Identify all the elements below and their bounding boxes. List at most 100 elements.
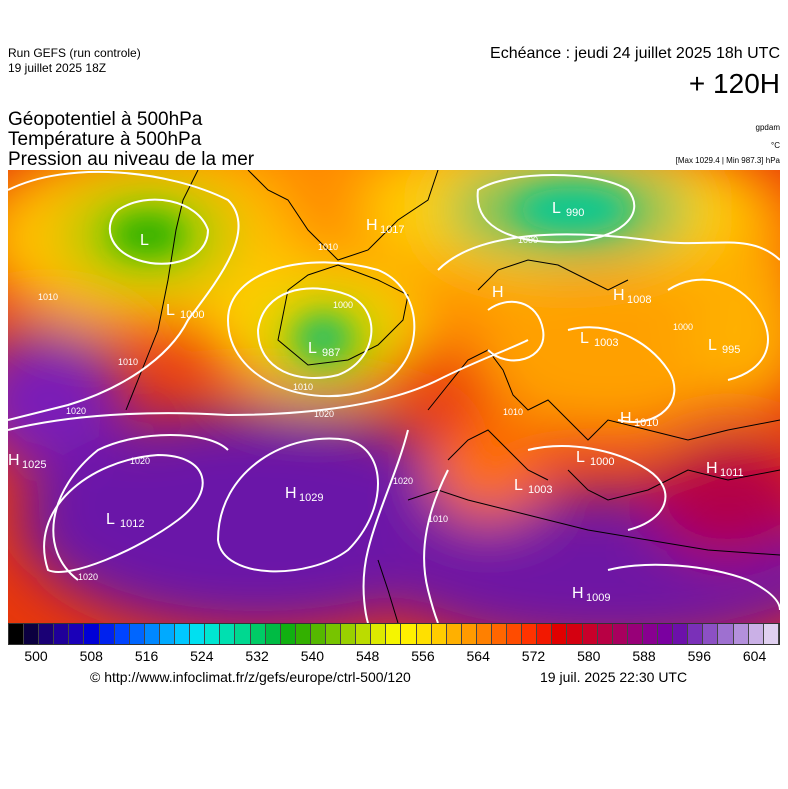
isobar-label: 1020 xyxy=(130,456,150,466)
unit-gpdam: gpdam xyxy=(755,123,780,132)
color-scale-swatch xyxy=(386,624,402,644)
color-scale-label: 580 xyxy=(577,648,601,664)
color-scale-swatch xyxy=(673,624,689,644)
color-scale-swatch xyxy=(763,624,779,644)
color-scale-label: 572 xyxy=(521,648,546,664)
color-scale-label: 548 xyxy=(355,648,380,664)
color-scale-swatch xyxy=(658,624,674,644)
source-credit: © http://www.infoclimat.fr/z/gefs/europe… xyxy=(90,669,411,685)
low-center: L xyxy=(708,337,717,354)
color-scale-label: 500 xyxy=(24,648,48,664)
color-scale-swatch xyxy=(190,624,206,644)
center-value: 990 xyxy=(566,207,584,219)
legend-geopotential: Géopotentiel à 500hPa xyxy=(8,109,203,130)
color-scale-swatch xyxy=(416,624,432,644)
isobar-label: 1010 xyxy=(318,242,338,252)
high-center: H xyxy=(285,485,297,502)
color-scale-swatch xyxy=(39,624,55,644)
center-value: 1017 xyxy=(380,224,404,236)
color-scale-swatch xyxy=(492,624,508,644)
generation-timestamp: 19 juil. 2025 22:30 UTC xyxy=(540,669,688,685)
isobar-label: 1020 xyxy=(78,572,98,582)
unit-celsius: °C xyxy=(771,141,780,150)
isobar-label: 1000 xyxy=(673,322,693,332)
color-scale-label: 508 xyxy=(79,648,103,664)
color-scale-swatch xyxy=(84,624,100,644)
isobar-label: 1010 xyxy=(503,407,523,417)
isobar-label: 1000 xyxy=(518,235,538,245)
color-scale-swatch xyxy=(99,624,115,644)
color-scale-swatch xyxy=(431,624,447,644)
isobar-label: 1000 xyxy=(333,300,353,310)
low-center: L xyxy=(514,477,523,494)
color-scale-swatch xyxy=(627,624,643,644)
color-scale-swatch xyxy=(175,624,191,644)
legend-temperature: Température à 500hPa xyxy=(8,129,202,150)
isobar-label: 1020 xyxy=(393,476,413,486)
color-scale-swatch xyxy=(295,624,311,644)
color-scale-swatch xyxy=(537,624,553,644)
coastlines xyxy=(125,170,780,623)
low-center: L xyxy=(580,330,589,347)
color-scale-swatch xyxy=(129,624,145,644)
center-value: 987 xyxy=(322,347,340,359)
high-center: H xyxy=(613,287,625,304)
color-scale-swatch xyxy=(24,624,40,644)
color-scale-swatch xyxy=(205,624,221,644)
color-scale-swatch xyxy=(265,624,281,644)
center-value: 995 xyxy=(722,344,740,356)
color-scale-swatch xyxy=(250,624,266,644)
color-scale-swatch xyxy=(748,624,764,644)
isobar-label: 1010 xyxy=(38,292,58,302)
color-scale-label: 556 xyxy=(411,648,435,664)
center-value: 1008 xyxy=(627,294,651,306)
color-scale-label: 596 xyxy=(687,648,711,664)
color-scale-swatch xyxy=(703,624,719,644)
low-center: L xyxy=(308,340,317,357)
pressure-centers: L H 1017 L 990 L 1000 H H 1008 L 987 L 1… xyxy=(8,200,744,604)
color-scale-swatch xyxy=(54,624,70,644)
isobars xyxy=(8,170,780,623)
high-center: H xyxy=(572,585,584,602)
color-scale-swatch xyxy=(356,624,372,644)
color-scale-swatch xyxy=(688,624,704,644)
center-value: 1003 xyxy=(528,484,552,496)
color-scale-swatch xyxy=(310,624,326,644)
color-scale-label: 588 xyxy=(632,648,656,664)
legend-pressure: Pression au niveau de la mer xyxy=(8,149,255,170)
isobar-labels: 1010 1000 1000 1010 1020 1020 1020 1020 … xyxy=(38,235,693,582)
forecast-valid-time: Echéance : jeudi 24 juillet 2025 18h UTC xyxy=(490,45,780,62)
center-value: 1025 xyxy=(22,459,46,471)
center-value: 1010 xyxy=(634,417,658,429)
pressure-range: [Max 1029.4 | Min 987.3] hPa xyxy=(675,156,780,165)
color-scale-swatch xyxy=(476,624,492,644)
color-scale-label: 604 xyxy=(742,648,767,664)
color-scale-swatch xyxy=(522,624,538,644)
color-scale-swatch xyxy=(567,624,583,644)
run-date: 19 juillet 2025 18Z xyxy=(8,61,107,75)
color-scale-swatch xyxy=(733,624,749,644)
center-value: 1029 xyxy=(299,492,323,504)
color-scale-swatch xyxy=(552,624,568,644)
color-scale-swatch xyxy=(612,624,628,644)
color-scale-label: 516 xyxy=(134,648,159,664)
high-center: H xyxy=(706,460,718,477)
center-value: 1003 xyxy=(594,337,618,349)
color-scale-label: 564 xyxy=(466,648,490,664)
color-scale-swatch xyxy=(325,624,342,644)
low-center: L xyxy=(552,200,561,217)
center-value: 1000 xyxy=(180,309,204,321)
color-scale-swatch xyxy=(220,624,236,644)
color-scale-swatch xyxy=(371,624,387,644)
lead-time: + 120H xyxy=(688,68,780,99)
isobar-label: 1010 xyxy=(118,357,138,367)
color-scale-swatch xyxy=(642,624,659,644)
color-scale-swatch xyxy=(114,624,130,644)
high-center: H xyxy=(620,410,632,427)
isobar-label: 1010 xyxy=(428,514,448,524)
high-center: H xyxy=(492,284,504,301)
color-scale-swatch xyxy=(461,624,477,644)
color-scale-swatch xyxy=(280,624,296,644)
color-scale-swatch xyxy=(144,624,160,644)
run-title: Run GEFS (run controle) xyxy=(8,46,141,60)
